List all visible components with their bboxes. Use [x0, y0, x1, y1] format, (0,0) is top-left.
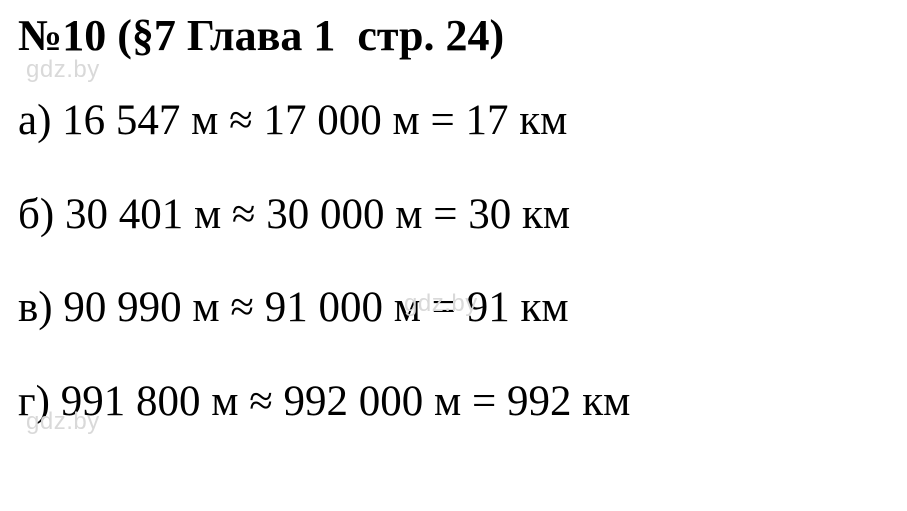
equals-sign: =	[472, 378, 496, 425]
unit-km: км	[522, 191, 570, 238]
approx-sign: ≈	[249, 378, 273, 425]
item-letter: б)	[18, 191, 54, 238]
item-letter: а)	[18, 97, 51, 144]
rounded-value: 30 000	[266, 191, 384, 238]
heading-close-paren: )	[490, 11, 505, 60]
unit-m: м	[192, 284, 219, 331]
approx-sign: ≈	[232, 191, 256, 238]
answer-line-g: г) 991 800 м ≈ 992 000 м = 992 км	[18, 377, 889, 426]
approx-sign: ≈	[229, 97, 253, 144]
chapter-word: Глава	[187, 11, 302, 60]
km-value: 17	[465, 97, 508, 144]
unit-km: км	[520, 284, 568, 331]
equals-sign: =	[432, 284, 456, 331]
unit-km: км	[582, 378, 630, 425]
page-number: 24	[446, 11, 490, 60]
unit-m: м	[194, 191, 221, 238]
meters-value: 991 800	[61, 378, 201, 425]
approx-sign: ≈	[230, 284, 254, 331]
page-word: стр.	[357, 11, 434, 60]
rounded-value: 17 000	[263, 97, 381, 144]
item-letter: г)	[18, 378, 50, 425]
unit-m: м	[191, 97, 218, 144]
item-letter: в)	[18, 284, 53, 331]
unit-m: м	[211, 378, 238, 425]
unit-m: м	[395, 191, 422, 238]
answer-line-b: б) 30 401 м ≈ 30 000 м = 30 км	[18, 190, 889, 239]
km-value: 30	[468, 191, 511, 238]
unit-m: м	[394, 284, 421, 331]
unit-km: км	[519, 97, 567, 144]
km-value: 91	[467, 284, 510, 331]
answer-line-v: в) 90 990 м ≈ 91 000 м = 91 км	[18, 283, 889, 332]
problem-number: №10	[18, 11, 106, 60]
km-value: 992	[507, 378, 572, 425]
unit-m: м	[392, 97, 419, 144]
meters-value: 90 990	[63, 284, 181, 331]
answer-line-a: а) 16 547 м ≈ 17 000 м = 17 км	[18, 96, 889, 145]
equals-sign: =	[430, 97, 454, 144]
chapter-number: 1	[313, 11, 335, 60]
unit-m: м	[434, 378, 461, 425]
meters-value: 16 547	[62, 97, 180, 144]
heading-open-paren: (	[117, 11, 132, 60]
rounded-value: 91 000	[265, 284, 383, 331]
rounded-value: 992 000	[284, 378, 424, 425]
page-container: gdz.by gdz.by gdz.by №10 (§7 Глава 1 стр…	[0, 0, 907, 438]
equals-sign: =	[433, 191, 457, 238]
problem-heading: №10 (§7 Глава 1 стр. 24)	[18, 12, 889, 60]
section-label: §7	[132, 11, 176, 60]
meters-value: 30 401	[65, 191, 183, 238]
